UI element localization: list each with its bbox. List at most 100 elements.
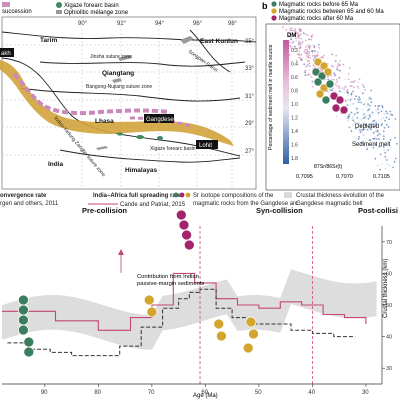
x-tick-label: 40	[308, 390, 315, 396]
cloud-point	[389, 145, 392, 148]
cloud-point	[368, 139, 371, 142]
cloud-point	[381, 104, 384, 107]
cloud-point	[356, 117, 359, 119]
sample-point	[313, 77, 323, 87]
cloud-point	[299, 57, 302, 59]
cloud-point	[308, 74, 311, 76]
cloud-point	[330, 64, 333, 67]
cloud-point	[312, 85, 314, 88]
grey-bodies	[96, 36, 194, 150]
cloud-point	[352, 90, 355, 93]
label-qiangtang: Qiangtang	[102, 70, 134, 77]
cloud-point	[363, 121, 366, 124]
cloud-point	[306, 52, 308, 55]
cloud-point	[308, 48, 311, 50]
cloud-point	[346, 89, 349, 91]
cloud-point	[394, 157, 397, 160]
cloud-point	[362, 123, 365, 125]
panel-b-scatter: b Magmatic rocks before 65 Ma Magmatic r…	[262, 1, 400, 191]
cloud-point	[333, 72, 335, 75]
cloud-point	[383, 149, 386, 151]
cloud-point	[366, 148, 368, 151]
cloud-point	[376, 134, 379, 137]
cloud-point	[299, 30, 302, 33]
legend-convergence-src: rgen and others, 2011	[0, 201, 59, 207]
cloud-point	[382, 138, 385, 140]
annotation-2: passive-margin sediments	[137, 281, 204, 287]
legend-ophiolite: Ophiolitic mélange zone	[64, 10, 129, 16]
legend-swatch-basin	[56, 2, 62, 8]
cloud-point	[352, 81, 355, 83]
cloud-point	[294, 45, 296, 48]
cloud-point	[383, 126, 386, 129]
label-bangong: Bangong-Nujiang suture zone	[86, 84, 152, 90]
cloud-point	[374, 136, 377, 139]
sample-point	[325, 79, 335, 89]
y-axis-label: Crustal thickness (km)	[383, 259, 389, 318]
cloud-point	[318, 47, 321, 49]
cloud-point	[300, 59, 302, 61]
cloud-point	[383, 113, 385, 115]
cloud-point	[306, 34, 309, 37]
x-tick-label: 80	[94, 390, 101, 396]
cloud-point	[291, 45, 294, 48]
cloud-point	[310, 76, 313, 78]
cloud-point	[387, 126, 390, 128]
cloud-point	[348, 126, 351, 129]
callout-gangdese: Gangdese	[146, 117, 174, 123]
phase-syn: Syn-collision	[256, 206, 303, 215]
legend-between: Magmatic rocks between 65 and 60 Ma	[279, 9, 384, 15]
cloud-point	[384, 151, 387, 154]
cloud-point	[370, 98, 372, 100]
cloud-point	[332, 65, 334, 68]
cloud-point	[308, 52, 310, 55]
cloud-point	[288, 54, 291, 56]
panel-c-chart: onvergence rate rgen and others, 2011 In…	[0, 192, 398, 399]
cloud-point	[373, 138, 376, 140]
cloud-point	[300, 53, 303, 55]
cloud-point	[363, 112, 366, 114]
cloud-point	[317, 66, 320, 69]
cloud-point	[312, 49, 314, 52]
cloud-point	[386, 112, 389, 115]
label-jinsha: Jinsha suture zone	[90, 54, 132, 60]
cloud-point	[375, 143, 377, 146]
colorbar-tick: 0.6	[291, 75, 298, 81]
cloud-point	[375, 109, 377, 112]
x-tick-label: 90	[41, 390, 48, 396]
label-sediment-melt: Sediment melt	[352, 142, 391, 148]
cloud-point	[352, 124, 354, 127]
legend-xigaze-basin: Xigaze forearc basin	[64, 3, 119, 9]
cloud-point	[338, 76, 341, 79]
cloud-point	[307, 63, 309, 66]
cloud-point	[301, 41, 304, 44]
cloud-point	[357, 138, 360, 140]
cloud-point	[351, 116, 354, 118]
cloud-point	[331, 87, 334, 90]
cloud-point	[350, 130, 353, 133]
y-tick-label: 70	[386, 240, 392, 246]
cloud-point	[371, 112, 373, 115]
cloud-point	[372, 132, 375, 134]
cloud-point	[347, 94, 350, 96]
cloud-point	[298, 27, 301, 30]
cloud-point	[295, 59, 298, 62]
cloud-point	[372, 137, 375, 140]
cloud-point	[290, 36, 292, 39]
legend-dot	[185, 192, 191, 198]
panel-b-x-tick: 0.7095	[296, 174, 313, 180]
cloud-point	[310, 36, 313, 39]
cloud-point	[307, 73, 310, 75]
cloud-point	[370, 127, 373, 130]
cloud-point	[334, 74, 336, 76]
graticule	[2, 17, 256, 189]
phase-pre: Pre-collision	[82, 206, 127, 215]
sample-point	[216, 330, 227, 342]
cloud-point	[382, 146, 385, 148]
legend-sr: Sr isotope compositions of the	[193, 193, 274, 199]
cloud-point	[336, 85, 339, 88]
cloud-point	[373, 145, 375, 147]
lon-tick: 94°	[155, 21, 165, 27]
cloud-point	[365, 101, 367, 104]
